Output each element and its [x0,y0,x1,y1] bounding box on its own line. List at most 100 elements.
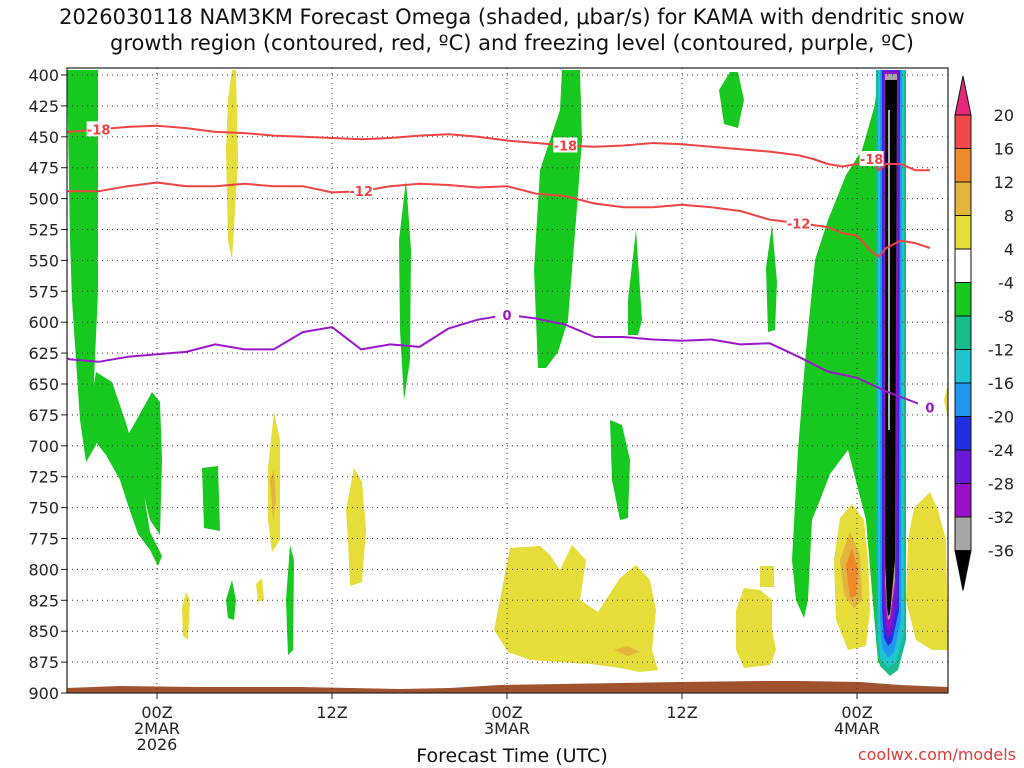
colorbar-swatch [954,282,972,317]
y-tick-label: 500 [28,190,59,209]
y-tick-label: 750 [28,499,59,518]
colorbar-label: -28 [988,475,1014,494]
contour-label-bg [786,215,811,231]
omega-shade-gold [270,470,276,520]
omega-shade-green [67,70,98,462]
contour-label-bg [917,399,942,415]
x-tick-label: 00Z [141,703,172,722]
contour-label: -18 [87,123,111,138]
contour-label-bg [86,121,111,137]
contour-label: -12 [787,217,811,232]
grid-lines [67,68,948,694]
omega-shade-green [128,392,162,535]
contour-label-bg [553,137,578,153]
y-tick-label: 675 [28,406,59,425]
omega-shade-yellow [906,492,948,650]
y-tick-label: 600 [28,313,59,332]
contour-lines [67,124,931,409]
colorbar-top-arrow [954,75,972,116]
y-tick-label: 575 [28,282,59,301]
y-tick-label: 825 [28,591,59,610]
omega-shade-green [86,372,162,566]
y-tick-label: 625 [28,344,59,363]
omega-core-peak [888,110,890,430]
colorbar-swatch [954,215,972,250]
colorbar-swatch [954,114,972,149]
contour-label-bg [349,183,374,199]
x-tick-label: 2026 [137,735,178,754]
colorbar-swatch [954,449,972,484]
omega-shade-yellow [760,566,774,587]
y-tick-label: 800 [28,560,59,579]
omega-shade-yellow [944,384,948,420]
x-tick-label: 00Z [491,703,522,722]
y-tick-label: 650 [28,375,59,394]
colorbar: 20 16 12 8 4 -4 -8 -12 -16 -20 -24 -28 -32 -36 [954,75,1014,591]
colorbar-swatch [954,248,972,283]
colorbar-label: 20 [994,106,1014,125]
y-tick-label: 900 [28,684,59,703]
y-tick-label: 775 [28,530,59,549]
colorbar-swatch [954,416,972,451]
colorbar-swatch [954,516,972,551]
chart-title: 2026030118 NAM3KM Forecast Omega (shaded… [0,4,1024,56]
omega-shade-gold [614,646,640,656]
contour-label: -18 [860,153,884,168]
omega-shade-green [610,420,630,520]
x-tick-label: 4MAR [834,719,880,738]
colorbar-label: -12 [988,341,1014,360]
title-line-2: growth region (contoured, red, ºC) and f… [110,31,914,55]
omega-shade-yellow [226,70,238,260]
y-tick-label: 475 [28,159,59,178]
colorbar-swatch [954,315,972,350]
contour-label: -18 [554,139,578,154]
y-tick-label: 700 [28,437,59,456]
colorbar-label: -4 [998,274,1014,293]
omega-shade-orange [846,548,858,598]
omega-shade-yellow [182,592,190,640]
title-line-1: 2026030118 NAM3KM Forecast Omega (shaded… [59,5,965,29]
contour-label: 0 [925,401,934,416]
x-axis-title: Forecast Time (UTC) [416,745,608,767]
omega-shade-green [286,545,294,655]
colorbar-label: 4 [1004,240,1014,259]
omega-shade-green [766,225,777,332]
colorbar-swatch [954,382,972,417]
contour-label-bg [495,306,519,322]
y-tick-label: 400 [28,66,59,85]
colorbar-swatch [954,148,972,183]
omega-shade-yellow [346,468,366,586]
contour-label: 0 [502,309,511,324]
colorbar-bottom-arrow [954,550,972,591]
contour-label-bg [859,151,884,167]
colorbar-label: 8 [1004,207,1014,226]
omega-shading [67,70,948,693]
y-tick-label: 525 [28,221,59,240]
y-tick-label: 725 [28,468,59,487]
x-tick-label: 3MAR [484,719,530,738]
contour-line [67,124,930,172]
omega-shade-yellow [736,588,776,668]
x-tick-label: 2MAR [134,719,180,738]
colorbar-label: -16 [988,374,1014,393]
colorbar-label: -20 [988,408,1014,427]
contour-line [67,313,931,409]
colorbar-label: -36 [988,542,1014,561]
omega-shade-green [628,230,642,335]
omega-shade-green [792,72,884,668]
x-tick-label: 00Z [841,703,872,722]
omega-shade-green [719,72,744,128]
omega-shade-yellow [256,578,264,602]
y-tick-label: 850 [28,622,59,641]
colorbar-swatch [954,483,972,518]
contour-label: -12 [349,185,373,200]
y-tick-label: 550 [28,251,59,270]
terrain [67,681,948,693]
colorbar-label: -32 [988,508,1014,527]
contour-labels: -18 -18 -18 -12 -12 0 0 [86,121,942,416]
x-tick-label: 12Z [316,703,347,722]
colorbar-label: -8 [998,307,1014,326]
y-tick-label: 875 [28,653,59,672]
